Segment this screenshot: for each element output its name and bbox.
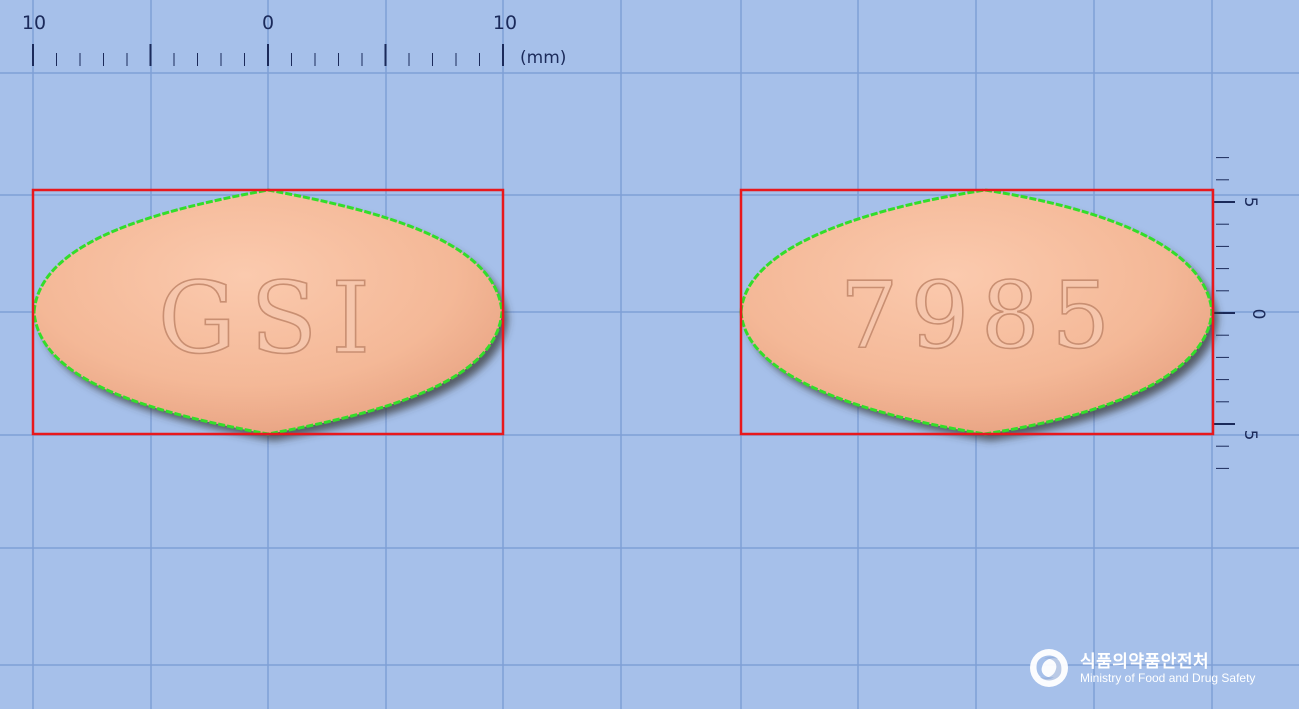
tablet-back-bounding-box bbox=[739, 188, 1215, 436]
mfds-korean-name: 식품의약품안전처 bbox=[1080, 652, 1210, 672]
right-ruler-label-top: 5 bbox=[1240, 197, 1260, 208]
tablet-back: 7985 bbox=[739, 188, 1215, 436]
tablet-back-imprint: 7985 bbox=[840, 262, 1122, 369]
tablet-front-imprint: GSI bbox=[158, 262, 384, 376]
tablet-front-body bbox=[34, 190, 502, 434]
top-ruler bbox=[32, 44, 504, 66]
right-ruler-label-center: 0 bbox=[1248, 309, 1268, 320]
top-ruler-label-center: 0 bbox=[262, 12, 274, 34]
top-ruler-unit: (mm) bbox=[520, 48, 566, 68]
right-ruler bbox=[1212, 157, 1235, 469]
top-ruler-label-right: 10 bbox=[493, 12, 517, 34]
tablet-front: GSI bbox=[31, 188, 505, 436]
tablet-back-body bbox=[741, 190, 1212, 434]
mfds-watermark: 식품의약품안전처 Ministry of Food and Drug Safet… bbox=[1028, 646, 1278, 690]
right-ruler-label-bottom: 5 bbox=[1240, 430, 1260, 441]
mfds-logo-icon bbox=[1030, 649, 1068, 687]
tablet-front-bounding-box bbox=[31, 188, 505, 436]
top-ruler-label-left: 10 bbox=[22, 12, 46, 34]
mfds-english-name: Ministry of Food and Drug Safety bbox=[1080, 671, 1256, 685]
